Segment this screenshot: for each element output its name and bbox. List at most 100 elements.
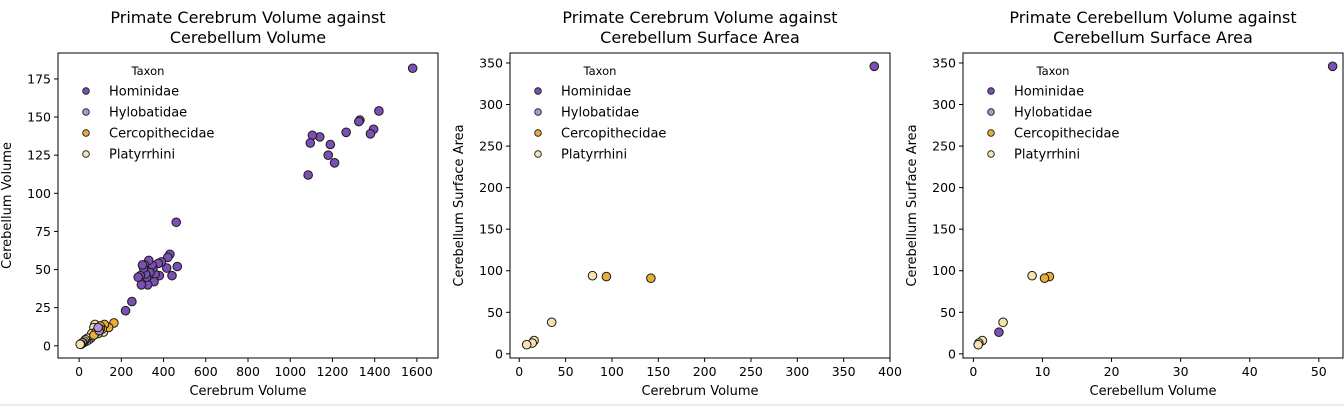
bottom-divider: [0, 404, 1344, 406]
x-tick-label: 0: [969, 364, 977, 379]
x-tick-label: 1400: [359, 364, 391, 379]
legend: Taxon Hominidae Hylobatidae Cercopithecidae…: [987, 64, 1119, 163]
x-axis-label: Cerebrum Volume: [641, 384, 758, 399]
x-tick-label: 40: [1242, 364, 1258, 379]
x-axis-label: Cerebellum Volume: [1090, 384, 1217, 399]
legend: Taxon Hominidae Hylobatidae Cercopithecidae…: [534, 64, 666, 163]
legend-marker: [82, 108, 90, 116]
data-point: [341, 127, 351, 138]
legend-title: Taxon: [131, 64, 165, 78]
y-tick-label: 75: [35, 224, 51, 239]
y-tick-label: 250: [479, 139, 503, 154]
data-point: [646, 273, 656, 284]
data-point: [161, 263, 172, 273]
data-point: [407, 63, 418, 74]
legend-marker: [534, 150, 542, 158]
data-point: [305, 138, 316, 148]
data-point: [365, 129, 376, 139]
data-point: [869, 61, 880, 72]
x-tick-label: 200: [109, 364, 133, 379]
data-point: [172, 261, 183, 272]
chart-title: Primate Cerebellum Volume against Cerebel…: [1009, 8, 1296, 47]
chart-title-line: Primate Cerebrum Volume against: [562, 8, 837, 27]
legend-marker: [987, 150, 995, 158]
data-point: [303, 170, 313, 180]
x-tick-label: 20: [1104, 364, 1120, 379]
legend-entry: Cercopithecidae: [109, 127, 214, 142]
y-tick-label: 150: [932, 222, 956, 237]
y-tick-label: 100: [932, 263, 956, 278]
legend-entry: Cercopithecidae: [1014, 127, 1119, 142]
legend-entry: Hominidae: [109, 85, 179, 100]
chart-title: Primate Cerebrum Volume against Cerebellu…: [562, 8, 837, 47]
data-point: [162, 252, 173, 263]
x-tick-label: 300: [785, 364, 809, 379]
chart-title-line: Cerebellum Surface Area: [600, 28, 800, 47]
y-tick-label: 50: [940, 305, 956, 320]
legend-marker: [987, 108, 995, 116]
y-tick-label: 175: [27, 71, 51, 86]
x-tick-label: 250: [739, 364, 763, 379]
legend-entry: Cercopithecidae: [561, 127, 666, 142]
y-tick-label: 0: [495, 346, 503, 361]
chart-1: Primate Cerebrum Volume against Cerebellu…: [0, 8, 439, 399]
data-point: [587, 270, 598, 281]
x-tick-label: 600: [194, 364, 218, 379]
legend-title: Taxon: [583, 64, 617, 78]
x-tick-label: 30: [1173, 364, 1189, 379]
plot-frame: [57, 52, 439, 359]
y-axis-label: Cerebellum Surface Area: [452, 124, 467, 286]
y-tick-label: 350: [479, 55, 503, 70]
chart-title-line: Primate Cerebrum Volume against: [110, 8, 385, 27]
x-tick-label: 1000: [274, 364, 306, 379]
legend-marker: [82, 87, 90, 95]
data-point: [546, 317, 557, 328]
plot-frame: [962, 52, 1344, 359]
data-point: [171, 217, 182, 228]
legend: Taxon Hominidae Hylobatidae Cercopithecidae…: [82, 64, 214, 163]
y-tick-label: 200: [479, 180, 503, 195]
data-point: [329, 158, 340, 168]
legend-entry: Hominidae: [561, 85, 631, 100]
y-axis-label: Cerebellum Surface Area: [905, 124, 920, 286]
x-tick-label: 1200: [317, 364, 349, 379]
y-tick-label: 100: [479, 263, 503, 278]
data-point: [325, 139, 336, 150]
chart-2: Primate Cerebrum Volume against Cerebellu…: [452, 8, 902, 399]
legend-entry: Platyrrhini: [109, 148, 175, 163]
x-tick-label: 50: [1311, 364, 1327, 379]
chart-title-line: Primate Cerebellum Volume against: [1009, 8, 1296, 27]
legend-marker: [534, 108, 542, 116]
data-point: [374, 106, 384, 116]
legend-marker: [82, 150, 90, 158]
y-axis-label: Cerebellum Volume: [0, 142, 15, 269]
x-tick-label: 150: [646, 364, 670, 379]
plot-frame: [509, 52, 891, 359]
data-point: [601, 271, 612, 282]
data-point: [1327, 61, 1338, 72]
legend-marker: [534, 87, 542, 95]
data-point: [1039, 273, 1050, 284]
data-point: [521, 339, 532, 350]
data-point: [354, 116, 364, 127]
y-tick-label: 350: [932, 55, 956, 70]
y-tick-label: 0: [43, 338, 51, 353]
y-tick-label: 300: [932, 97, 956, 112]
data-point: [323, 150, 334, 160]
chart-3: Primate Cerebellum Volume against Cerebel…: [905, 8, 1344, 399]
y-tick-label: 300: [479, 97, 503, 112]
legend-marker: [534, 129, 542, 137]
y-tick-label: 25: [35, 300, 51, 315]
legend-entry: Hylobatidae: [109, 106, 187, 121]
x-tick-label: 100: [600, 364, 624, 379]
data-point: [127, 296, 137, 307]
y-tick-label: 150: [479, 222, 503, 237]
data-point: [93, 322, 103, 333]
data-point: [1027, 270, 1037, 281]
x-tick-label: 350: [832, 364, 856, 379]
data-point: [998, 317, 1008, 328]
x-tick-label: 800: [236, 364, 260, 379]
x-tick-label: 200: [693, 364, 717, 379]
x-tick-label: 0: [515, 364, 523, 379]
